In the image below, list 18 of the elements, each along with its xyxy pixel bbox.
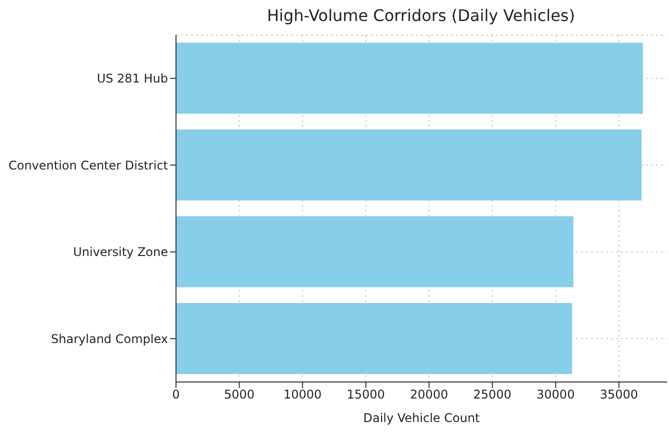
bar (176, 42, 643, 114)
x-tick-label: 15000 (346, 388, 385, 402)
bar (176, 303, 572, 374)
x-tick-label: 20000 (410, 388, 448, 402)
y-tick-label: University Zone (73, 245, 168, 260)
x-tick-label: 10000 (283, 388, 322, 402)
y-tick-label: Convention Center District (8, 158, 168, 172)
x-tick-label: 35000 (600, 388, 638, 402)
x-tick-label: 0 (172, 388, 180, 402)
x-tick-label: 5000 (224, 388, 255, 402)
x-axis-title: Daily Vehicle Count (363, 411, 480, 425)
bar (176, 216, 574, 288)
y-tick-label: US 281 Hub (96, 72, 168, 86)
bar (176, 130, 642, 201)
x-tick-label: 30000 (536, 388, 575, 402)
chart-title: High-Volume Corridors (Daily Vehicles) (266, 6, 576, 25)
x-tick-label: 25000 (473, 388, 512, 402)
y-tick-label: Sharyland Complex (51, 332, 168, 346)
